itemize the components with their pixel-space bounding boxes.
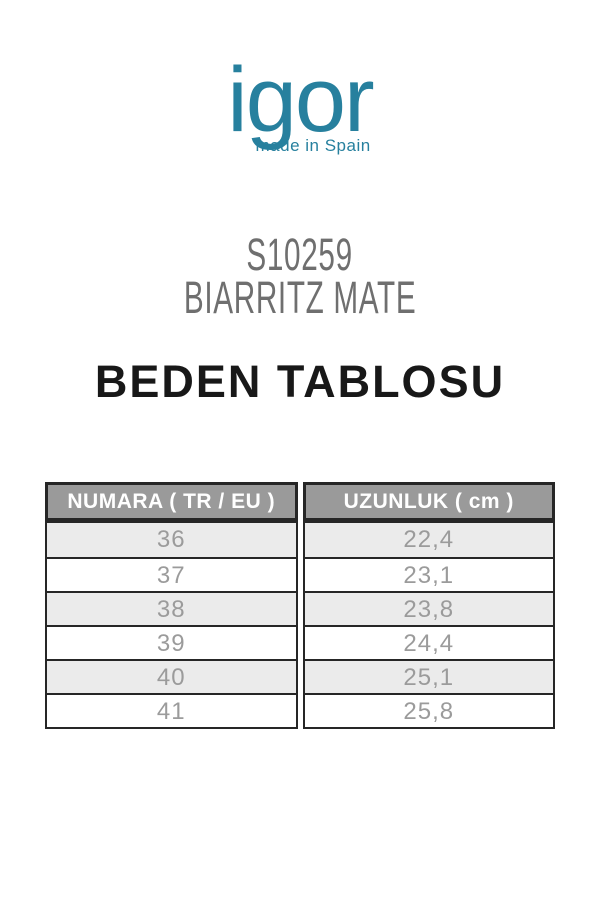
brand-logo-tagline: made in Spain: [255, 135, 371, 155]
product-code-line: S10259: [0, 229, 600, 280]
size-chart-title: BEDEN TABLOSU: [94, 356, 506, 407]
table-cell: 36: [47, 523, 296, 557]
table-cell: 23,8: [304, 591, 553, 625]
table-cell: 40: [47, 659, 296, 693]
table-cell: 25,1: [304, 659, 553, 693]
table-cell: 38: [47, 591, 296, 625]
product-heading: S10259 BIARRITZ MATE: [0, 229, 600, 323]
product-name: BIARRITZ MATE: [183, 272, 417, 323]
table-cell: 23,1: [304, 557, 553, 591]
product-name-line: BIARRITZ MATE: [0, 272, 600, 323]
table-cell: 37: [47, 557, 296, 591]
table-cell: 22,4: [304, 523, 553, 557]
product-code: S10259: [246, 229, 354, 280]
table-cell: 25,8: [304, 693, 553, 727]
brand-logo-inner: igor made in Spain: [227, 49, 374, 156]
size-table-body-uzunluk: 22,4 23,1 23,8 24,4 25,1 25,8: [302, 521, 555, 729]
table-cell: 24,4: [304, 625, 553, 659]
size-table-col-numara: NUMARA ( TR / EU ) 36 37 38 39 40 41: [45, 482, 298, 729]
table-cell: 39: [47, 625, 296, 659]
size-table-col-uzunluk: UZUNLUK ( cm ) 22,4 23,1 23,8 24,4 25,1 25,8: [302, 482, 555, 729]
size-table-body-numara: 36 37 38 39 40 41: [45, 521, 298, 729]
size-table: NUMARA ( TR / EU ) 36 37 38 39 40 41 UZUNLUK …: [45, 482, 555, 729]
brand-logo-wordmark: igor: [227, 49, 374, 151]
size-table-header-numara: NUMARA ( TR / EU ): [45, 482, 298, 521]
brand-logo: igor made in Spain: [0, 49, 600, 156]
size-table-header-uzunluk: UZUNLUK ( cm ): [302, 482, 555, 521]
table-cell: 41: [47, 693, 296, 727]
